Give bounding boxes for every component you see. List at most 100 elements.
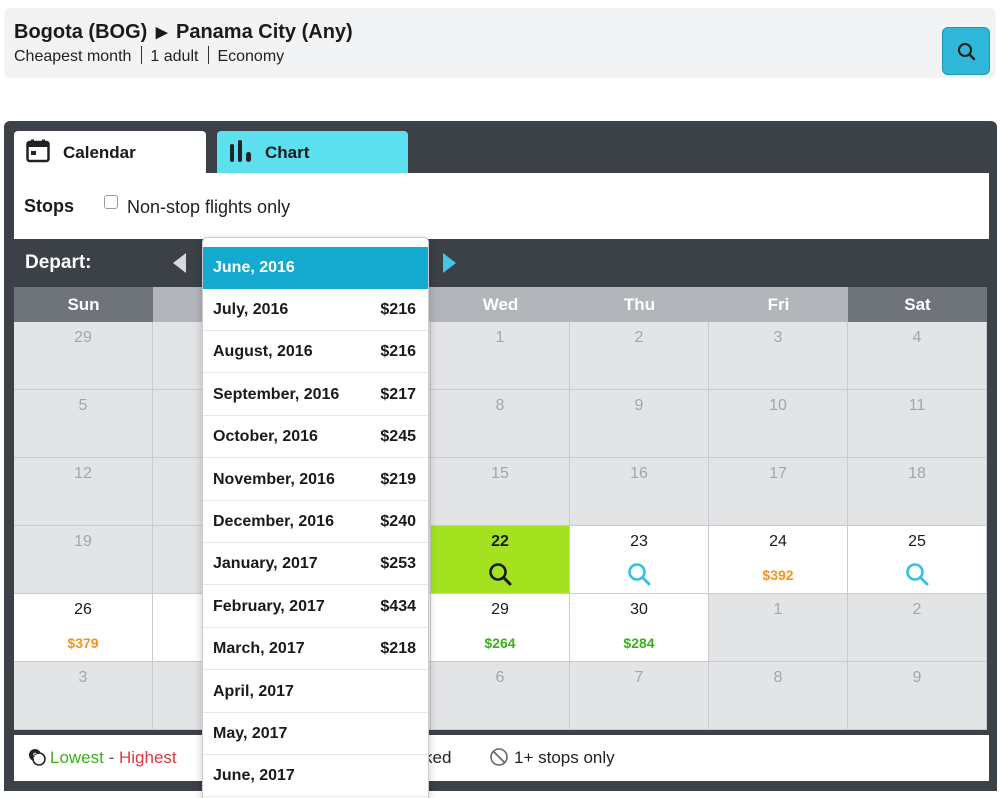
month-option-label: March, 2017 xyxy=(213,640,305,658)
day-number: 1 xyxy=(495,329,505,346)
day-number: 6 xyxy=(495,669,505,686)
calendar-day-cell: 8 xyxy=(709,662,848,730)
tab-calendar[interactable]: Calendar xyxy=(14,131,206,173)
calendar-day-cell: 29 xyxy=(14,322,153,390)
depart-label: Depart: xyxy=(25,252,92,273)
day-number: 4 xyxy=(912,329,922,346)
calendar-week-row: 2930311234 xyxy=(14,322,989,390)
day-price: $379 xyxy=(67,635,99,651)
month-option-label: December, 2016 xyxy=(213,513,334,530)
calendar-day-cell: 11 xyxy=(848,390,987,458)
search-details: Cheapest month 1 adult Economy xyxy=(14,46,284,66)
day-number: 9 xyxy=(912,669,922,686)
calendar-day-cell: 15 xyxy=(431,458,570,526)
svg-text:$: $ xyxy=(32,751,37,760)
calendar-day-cell: 12 xyxy=(14,458,153,526)
day-price: $392 xyxy=(762,567,794,583)
calendar-day-cell: 3 xyxy=(709,322,848,390)
day-price: $264 xyxy=(484,635,516,651)
month-option-label: September, 2016 xyxy=(213,385,340,403)
month-option-price: $219 xyxy=(380,470,416,488)
search-summary: Bogota (BOG) ▶ Panama City (Any) Cheapes… xyxy=(4,8,996,78)
calendar-day-cell[interactable]: 30 $284 xyxy=(570,594,709,662)
tab-chart[interactable]: Chart xyxy=(217,131,408,173)
calendar-day-cell[interactable]: 24 $392 xyxy=(709,526,848,594)
day-number: 30 xyxy=(630,601,648,618)
month-option-label: May, 2017 xyxy=(213,725,288,742)
month-option[interactable]: February, 2017 $434 xyxy=(203,586,428,628)
passengers-label: 1 adult xyxy=(150,48,199,65)
search-button[interactable] xyxy=(942,27,990,75)
month-option[interactable]: September, 2016 $217 xyxy=(203,374,428,416)
calendar-day-cell: 2 xyxy=(570,322,709,390)
nonstop-label[interactable]: Non-stop flights only xyxy=(127,197,291,217)
month-option[interactable]: May, 2017 xyxy=(203,713,428,755)
calendar-icon xyxy=(26,139,50,163)
legend-booked-text: ked xyxy=(424,748,452,767)
search-icon xyxy=(958,43,976,61)
month-option[interactable]: December, 2016 $240 xyxy=(203,501,428,543)
month-dropdown[interactable]: June, 2016 July, 2016 $216 August, 2016 $21… xyxy=(203,238,428,798)
stops-filter: Stops Non-stop flights only xyxy=(14,173,989,239)
calendar-weeks: 2930311234567891011121314151617181920212… xyxy=(14,322,989,730)
day-number: 11 xyxy=(908,397,926,414)
month-option[interactable]: August, 2016 $216 xyxy=(203,331,428,374)
prev-month-arrow-icon[interactable] xyxy=(173,253,186,273)
month-option[interactable]: January, 2017 $253 xyxy=(203,543,428,586)
month-option-price: $240 xyxy=(380,513,416,530)
calendar-grid: SunMonTueWedThuFriSat 293031123456789101… xyxy=(14,287,989,730)
calendar-day-cell[interactable]: 23 xyxy=(570,526,709,594)
day-number: 22 xyxy=(491,533,509,550)
month-option-price: $253 xyxy=(380,555,416,573)
day-number: 24 xyxy=(769,533,787,550)
calendar-day-cell[interactable]: 22 xyxy=(431,526,570,594)
day-number: 26 xyxy=(74,601,92,618)
calendar-week-row: 567891011 xyxy=(14,390,989,458)
tab-chart-label: Chart xyxy=(265,143,310,162)
month-option-label: August, 2016 xyxy=(213,343,313,361)
legend-lowest: Lowest xyxy=(50,748,104,767)
month-option[interactable]: April, 2017 xyxy=(203,671,428,713)
dropdown-current-label: June, 2016 xyxy=(213,259,295,276)
calendar-day-cell[interactable]: 29 $264 xyxy=(431,594,570,662)
month-option[interactable]: March, 2017 $218 xyxy=(203,628,428,671)
calendar-day-cell: 2 xyxy=(848,594,987,662)
day-of-week-header: Fri xyxy=(709,287,848,322)
next-month-arrow-icon[interactable] xyxy=(443,253,456,273)
legend-separator: - xyxy=(103,748,119,767)
search-icon[interactable] xyxy=(905,562,931,588)
calendar-day-cell: 5 xyxy=(14,390,153,458)
calendar-day-cell: 9 xyxy=(570,390,709,458)
price-legend: $ Lowest - Highest ked 1+ stops only xyxy=(14,735,989,781)
calendar-day-cell: 1 xyxy=(709,594,848,662)
search-icon[interactable] xyxy=(488,562,514,588)
days-of-week-header: SunMonTueWedThuFriSat xyxy=(14,287,989,322)
day-number: 3 xyxy=(773,329,783,346)
month-option-label: October, 2016 xyxy=(213,428,318,446)
calendar-day-cell: 1 xyxy=(431,322,570,390)
calendar-day-cell[interactable]: 26 $379 xyxy=(14,594,153,662)
day-number: 25 xyxy=(908,533,926,550)
origin-label: Bogota (BOG) xyxy=(14,21,148,43)
month-option[interactable]: June, 2017 xyxy=(203,755,428,798)
month-option[interactable]: November, 2016 $219 xyxy=(203,459,428,501)
date-mode-label: Cheapest month xyxy=(14,48,132,65)
nonstop-checkbox[interactable] xyxy=(104,195,118,209)
day-number: 2 xyxy=(912,601,922,618)
day-number: 17 xyxy=(769,465,787,482)
month-option[interactable]: July, 2016 $216 xyxy=(203,289,428,331)
month-option-price: $216 xyxy=(380,343,416,361)
calendar-day-cell: 16 xyxy=(570,458,709,526)
day-number: 29 xyxy=(74,329,92,346)
tab-calendar-label: Calendar xyxy=(63,143,136,162)
calendar-day-cell: 6 xyxy=(431,662,570,730)
month-option-label: January, 2017 xyxy=(213,555,318,573)
calendar-day-cell[interactable]: 25 xyxy=(848,526,987,594)
month-option[interactable]: October, 2016 $245 xyxy=(203,416,428,459)
calendar-day-cell: 18 xyxy=(848,458,987,526)
price-coin-icon: $ xyxy=(29,749,46,766)
month-option-price: $216 xyxy=(380,301,416,318)
no-symbol-icon xyxy=(490,748,508,766)
search-icon[interactable] xyxy=(627,562,653,588)
dropdown-current-month[interactable]: June, 2016 xyxy=(203,247,428,289)
